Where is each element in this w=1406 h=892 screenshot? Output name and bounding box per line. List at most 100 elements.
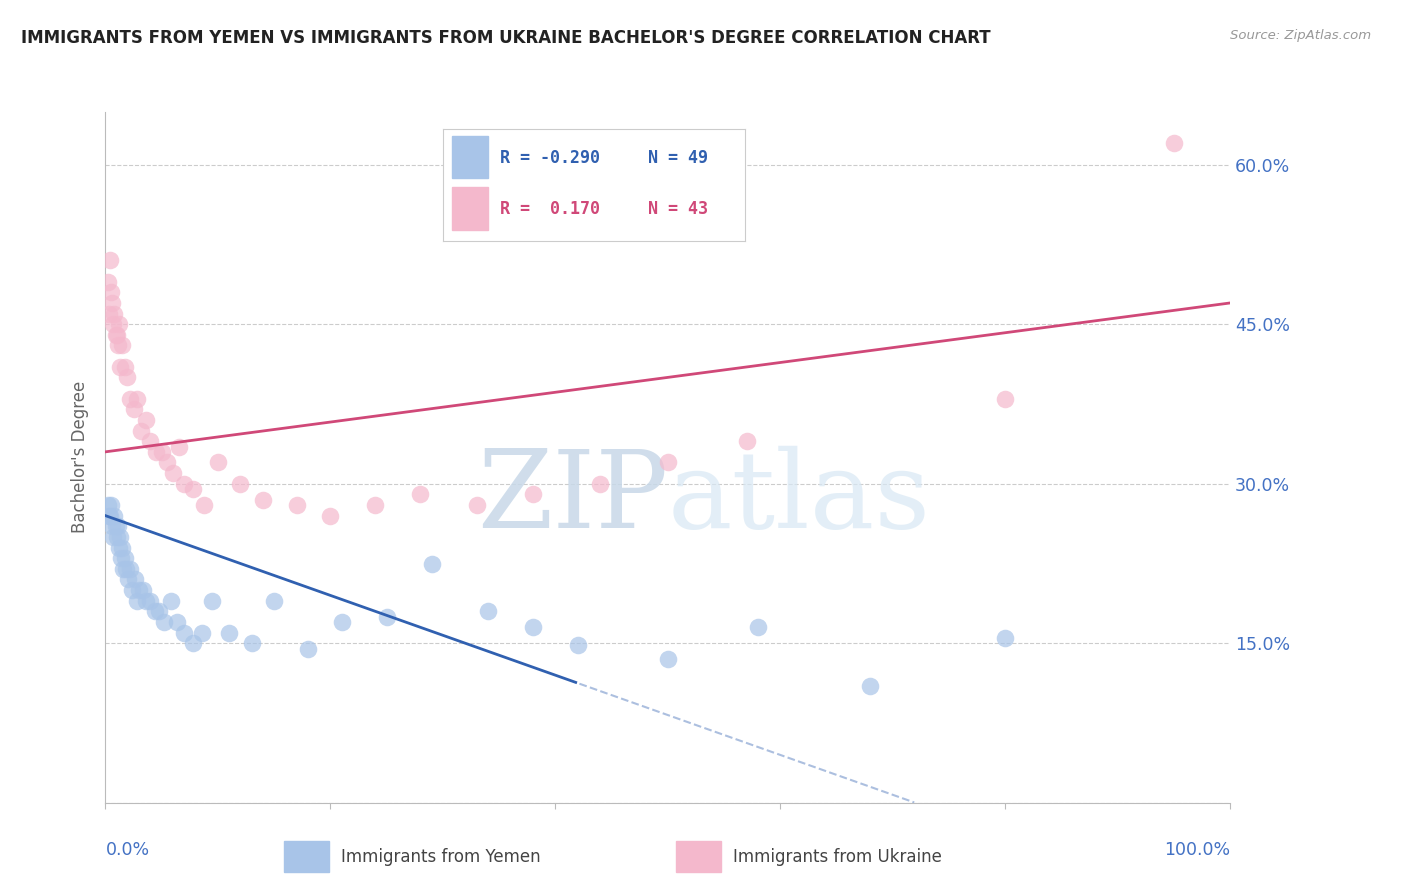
Point	[98, 253, 121, 268]
Point	[420, 557, 443, 571]
Point	[159, 593, 181, 607]
Text: R = -0.290: R = -0.290	[501, 149, 600, 167]
Point	[173, 476, 195, 491]
Point	[110, 551, 132, 566]
Point	[131, 583, 153, 598]
Point	[97, 498, 120, 512]
Point	[108, 359, 131, 374]
Point	[252, 492, 274, 507]
Point	[319, 508, 342, 523]
Point	[107, 519, 129, 533]
Point	[477, 604, 499, 618]
Point	[108, 541, 131, 555]
Point	[145, 445, 167, 459]
Point	[162, 466, 184, 480]
Text: ZIP: ZIP	[477, 446, 668, 551]
Point	[111, 541, 134, 555]
Point	[103, 530, 125, 544]
Bar	[451, 136, 488, 178]
Text: Source: ZipAtlas.com: Source: ZipAtlas.com	[1230, 29, 1371, 42]
Point	[114, 359, 136, 374]
Point	[657, 652, 679, 666]
Point	[107, 338, 129, 352]
Point	[148, 604, 170, 618]
Point	[229, 476, 252, 491]
Point	[193, 498, 215, 512]
Text: 0.0%: 0.0%	[105, 841, 149, 859]
Point	[139, 593, 162, 607]
Point	[409, 487, 432, 501]
Point	[166, 615, 188, 629]
Point	[97, 307, 120, 321]
Point	[97, 275, 120, 289]
Text: Immigrants from Ukraine: Immigrants from Ukraine	[733, 847, 942, 866]
Point	[994, 631, 1017, 645]
Point	[1163, 136, 1185, 151]
Text: N = 43: N = 43	[648, 200, 709, 218]
Point	[156, 455, 179, 469]
Point	[522, 620, 544, 634]
Text: 100.0%: 100.0%	[1164, 841, 1230, 859]
Point	[101, 519, 124, 533]
Point	[657, 455, 679, 469]
Point	[103, 317, 125, 331]
Point	[120, 562, 142, 576]
Point	[105, 327, 128, 342]
Point	[104, 327, 127, 342]
Point	[207, 455, 229, 469]
Point	[143, 604, 166, 618]
Point	[167, 440, 190, 454]
Point	[108, 530, 131, 544]
Point	[139, 434, 162, 449]
Point	[104, 519, 127, 533]
Point	[522, 487, 544, 501]
Bar	[676, 841, 720, 872]
Point	[859, 679, 882, 693]
Point	[465, 498, 488, 512]
Point	[114, 562, 136, 576]
Point	[364, 498, 387, 512]
Text: atlas: atlas	[668, 446, 931, 551]
Point	[181, 482, 204, 496]
Point	[285, 498, 308, 512]
Point	[125, 392, 148, 406]
Y-axis label: Bachelor's Degree: Bachelor's Degree	[72, 381, 90, 533]
Point	[150, 445, 173, 459]
Point	[101, 296, 124, 310]
Point	[117, 573, 139, 587]
Text: IMMIGRANTS FROM YEMEN VS IMMIGRANTS FROM UKRAINE BACHELOR'S DEGREE CORRELATION C: IMMIGRANTS FROM YEMEN VS IMMIGRANTS FROM…	[21, 29, 991, 46]
Point	[121, 583, 143, 598]
Point	[131, 424, 153, 438]
Text: Immigrants from Yemen: Immigrants from Yemen	[342, 847, 541, 866]
Point	[111, 338, 134, 352]
Point	[153, 615, 176, 629]
Point	[108, 317, 131, 331]
Point	[263, 593, 285, 607]
Point	[100, 285, 122, 300]
Point	[114, 551, 136, 566]
Point	[589, 476, 612, 491]
Point	[105, 530, 128, 544]
Point	[128, 583, 150, 598]
Point	[98, 508, 121, 523]
Point	[103, 508, 125, 523]
Point	[120, 392, 142, 406]
Point	[375, 609, 398, 624]
Point	[97, 508, 120, 523]
Point	[173, 625, 195, 640]
Point	[567, 639, 589, 653]
Point	[297, 641, 319, 656]
Text: N = 49: N = 49	[648, 149, 709, 167]
Point	[218, 625, 240, 640]
Point	[112, 562, 135, 576]
Point	[747, 620, 769, 634]
Point	[240, 636, 263, 650]
Bar	[284, 841, 329, 872]
Point	[125, 593, 148, 607]
Point	[100, 498, 122, 512]
Point	[124, 573, 146, 587]
Point	[994, 392, 1017, 406]
Point	[135, 593, 157, 607]
Point	[201, 593, 224, 607]
Point	[191, 625, 214, 640]
